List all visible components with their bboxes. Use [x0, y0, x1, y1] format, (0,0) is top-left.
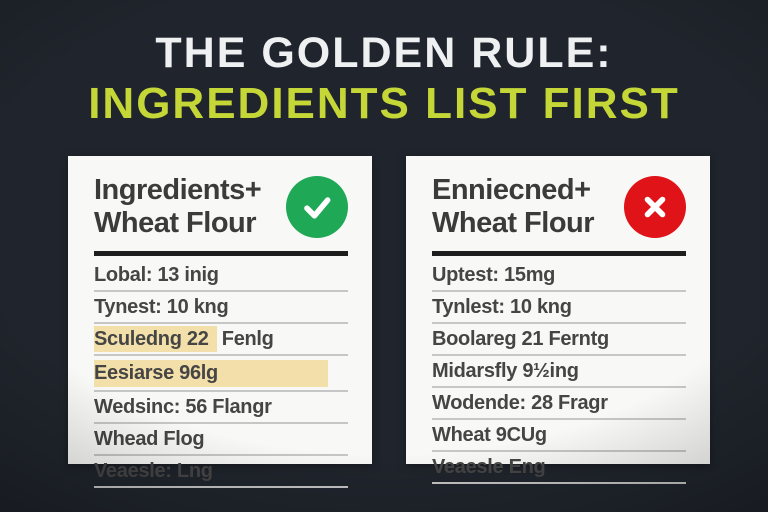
x-icon [624, 175, 686, 238]
row-text: Uptest: 15mg [432, 263, 556, 286]
title-line-1: THE GOLDEN RULE: [155, 29, 613, 77]
ingredient-row: Wedsinc: 56 Flangr [94, 392, 348, 424]
ingredient-list: Lobal: 13 inig Tynest: 10 kng Sculedng 2… [94, 260, 348, 488]
good-card-title: Ingredients+ Wheat Flour [94, 174, 262, 240]
bad-card-title: Enniecned+ Wheat Flour [432, 174, 595, 240]
page-title: THE GOLDEN RULE: INGREDIENTS LIST FIRST [0, 29, 768, 130]
row-text: Wedsinc: 56 Flangr [94, 395, 272, 418]
row-text: Midarsfly 9½ing [432, 359, 579, 382]
good-card-title-line-2: Wheat Flour [94, 206, 257, 239]
ingredient-row: Lobal: 13 inig [94, 260, 348, 292]
row-text: Tynest: 10 kng [94, 295, 229, 318]
comparison-cards: Ingredients+ Wheat Flour Lobal: 13 inig … [68, 156, 710, 488]
ingredient-row: Eesiarse 96lg [94, 356, 348, 392]
row-text: Wheat 9CUg [432, 423, 547, 446]
good-label-card: Ingredients+ Wheat Flour Lobal: 13 inig … [68, 156, 372, 488]
title-line-2: INGREDIENTS LIST FIRST [88, 79, 680, 129]
row-text: Whead Flog [94, 427, 205, 450]
bad-card-title-line-2: Wheat Flour [432, 206, 595, 239]
ingredient-row: Midarsfly 9½ing [432, 356, 686, 388]
row-text: Lobal: 13 inig [94, 263, 219, 286]
header-divider [94, 250, 348, 256]
header-divider [432, 250, 686, 256]
ingredient-row: Tynlest: 10 kng [432, 292, 686, 324]
bad-card-header: Enniecned+ Wheat Flour [432, 174, 686, 240]
ingredient-row: Wheat 9CUg [432, 420, 686, 452]
row-text: Wodende: 28 Fragr [432, 391, 608, 414]
bad-card-title-line-1: Enniecned+ [432, 174, 591, 206]
ingredient-row: Veaesle: Lng [94, 456, 348, 488]
row-text-highlighted: Sculedng 22 [94, 325, 217, 352]
row-text: Boolareg 21 Ferntg [432, 327, 609, 350]
ingredient-row: Boolareg 21 Ferntg [432, 324, 686, 356]
row-text: Veaesle: Lng [94, 459, 213, 482]
ingredient-row: Veaesle Eng [432, 452, 686, 484]
checkmark-icon [286, 175, 348, 238]
ingredient-list: Uptest: 15mg Tynlest: 10 kng Boolareg 21… [432, 260, 686, 484]
good-card-header: Ingredients+ Wheat Flour [94, 174, 348, 240]
row-text: Tynlest: 10 kng [432, 295, 572, 318]
ingredient-row: Tynest: 10 kng [94, 292, 348, 324]
row-text: Fenlg [216, 327, 274, 350]
row-text-highlighted: Eesiarse 96lg [94, 359, 329, 387]
ingredient-row: Uptest: 15mg [432, 260, 686, 292]
ingredient-row: Wodende: 28 Fragr [432, 388, 686, 420]
ingredient-row: Sculedng 22 Fenlg [94, 324, 348, 356]
good-card-title-line-1: Ingredients+ [94, 174, 262, 206]
ingredient-row: Whead Flog [94, 424, 348, 456]
row-text: Veaesle Eng [432, 455, 546, 478]
bad-label-card: Enniecned+ Wheat Flour Uptest: 15mg Tynl… [406, 156, 710, 484]
